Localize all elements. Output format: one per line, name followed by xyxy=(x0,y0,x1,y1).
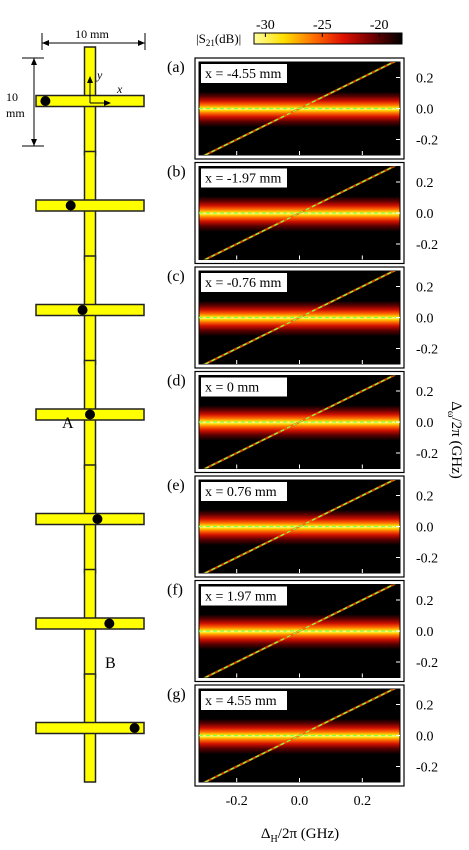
colorbar-tick-label: -20 xyxy=(370,18,389,33)
y-tick-label: 0.2 xyxy=(416,594,434,609)
y-tick-label: -0.2 xyxy=(416,552,438,567)
colorbar-gradient xyxy=(253,32,403,45)
y-tick-label: -0.2 xyxy=(416,134,438,149)
y-tick-label: 0.2 xyxy=(416,385,434,400)
x-tick-label: 0.2 xyxy=(354,794,372,809)
width-label: 10 mm xyxy=(75,27,109,41)
panel-6: x = 1.97 mm (f) 0.2 0.0 -0.2 xyxy=(167,579,438,683)
x-tick-label: 0.0 xyxy=(291,794,309,809)
colorbar-tick-label: -30 xyxy=(256,18,275,33)
y-tick-label: 0.2 xyxy=(416,490,434,505)
probe-dot xyxy=(40,96,51,106)
panel-tag: (f) xyxy=(167,582,183,599)
x-axis-label: ΔH/2π (GHz) xyxy=(261,826,339,845)
panel-7: x = 4.55 mm (g) 0.2 0.0 -0.2 xyxy=(167,684,438,787)
panel-tag: (d) xyxy=(167,373,186,390)
y-tick-label: -0.2 xyxy=(416,761,438,776)
y-tick-label: 0.0 xyxy=(416,521,434,536)
device-cross xyxy=(35,150,145,261)
y-tick-label: 0.0 xyxy=(416,730,434,745)
y-tick-label: -0.2 xyxy=(416,447,438,462)
axis-x-label: x xyxy=(116,82,123,96)
coordinate-axes: y x xyxy=(87,68,123,106)
heatmap-panels: x = -4.55 mm (a) 0.2 0.0 -0.2 x = -1.97 mm (b)… xyxy=(167,57,438,809)
position-label: x = 1.97 mm xyxy=(205,590,277,605)
position-label: x = -4.55 mm xyxy=(205,67,281,82)
position-label: x = 0.76 mm xyxy=(205,485,277,500)
y-tick-label: 0.0 xyxy=(416,312,434,327)
y-tick-label: 0.0 xyxy=(416,207,434,222)
device-cross xyxy=(35,255,145,365)
y-tick-label: 0.0 xyxy=(416,103,434,118)
device-cross xyxy=(35,568,145,679)
position-label-bg xyxy=(201,64,287,83)
y-tick-label: 0.0 xyxy=(416,625,434,640)
axis-y-label: y xyxy=(96,68,103,82)
probe-dot xyxy=(129,723,140,733)
position-label: x = 4.55 mm xyxy=(205,694,277,709)
probe-dot xyxy=(65,200,76,211)
y-tick-label: 0.2 xyxy=(416,72,434,87)
panel-tag: (e) xyxy=(167,477,185,494)
probe-dot xyxy=(104,618,115,629)
colorbar-tick-label: -25 xyxy=(313,18,332,33)
panel-2: x = -1.97 mm (b) 0.2 0.0 -0.2 xyxy=(167,161,438,265)
position-label-bg xyxy=(201,586,287,606)
panel-tag: (a) xyxy=(167,59,185,76)
probe-dot xyxy=(85,409,95,420)
y-tick-label: -0.2 xyxy=(416,238,438,253)
panel-tag: (b) xyxy=(167,164,186,181)
position-label: x = 0 mm xyxy=(205,381,259,396)
point-a-label: A xyxy=(62,415,74,432)
y-tick-label: 0.2 xyxy=(416,176,434,191)
panel-tag: (g) xyxy=(167,686,186,703)
y-tick-label: -0.2 xyxy=(416,656,438,671)
y-tick-label: -0.2 xyxy=(416,343,438,358)
colorbar: |S21(dB)| -30 -25 -20 xyxy=(196,18,403,48)
position-label: x = -0.76 mm xyxy=(205,276,281,291)
point-b-label: B xyxy=(105,655,116,672)
panel-4: x = 0 mm (d) 0.2 0.0 -0.2 xyxy=(167,370,438,474)
position-label-bg xyxy=(201,377,287,397)
crosses-column xyxy=(35,46,145,783)
y-tick-label: 0.2 xyxy=(416,281,434,296)
position-label-bg xyxy=(201,273,287,292)
y-tick-label: 0.2 xyxy=(416,699,434,714)
device-cross xyxy=(35,464,145,574)
probe-dot xyxy=(77,305,88,315)
height-label-unit: mm xyxy=(6,106,25,120)
position-label-bg xyxy=(201,482,287,501)
y-axis-label: Δω/2π (GHz) xyxy=(445,401,464,479)
device-cross xyxy=(35,359,145,470)
y-tick-label: 0.0 xyxy=(416,416,434,431)
layout-key: 10 mm 10 mm xyxy=(6,27,146,147)
position-label-bg xyxy=(201,691,287,710)
position-label: x = -1.97 mm xyxy=(205,172,281,187)
panel-5: x = 0.76 mm (e) 0.2 0.0 -0.2 xyxy=(167,475,438,578)
height-label-value: 10 xyxy=(6,90,18,104)
panel-tag: (c) xyxy=(167,268,185,285)
position-label-bg xyxy=(201,168,287,188)
colorbar-label: |S21(dB)| xyxy=(196,31,241,48)
panel-3: x = -0.76 mm (c) 0.2 0.0 -0.2 xyxy=(167,266,438,369)
x-tick-label: -0.2 xyxy=(226,794,248,809)
device-cross xyxy=(35,673,145,783)
panel-1: x = -4.55 mm (a) 0.2 0.0 -0.2 xyxy=(167,57,438,160)
probe-dot xyxy=(92,514,103,524)
